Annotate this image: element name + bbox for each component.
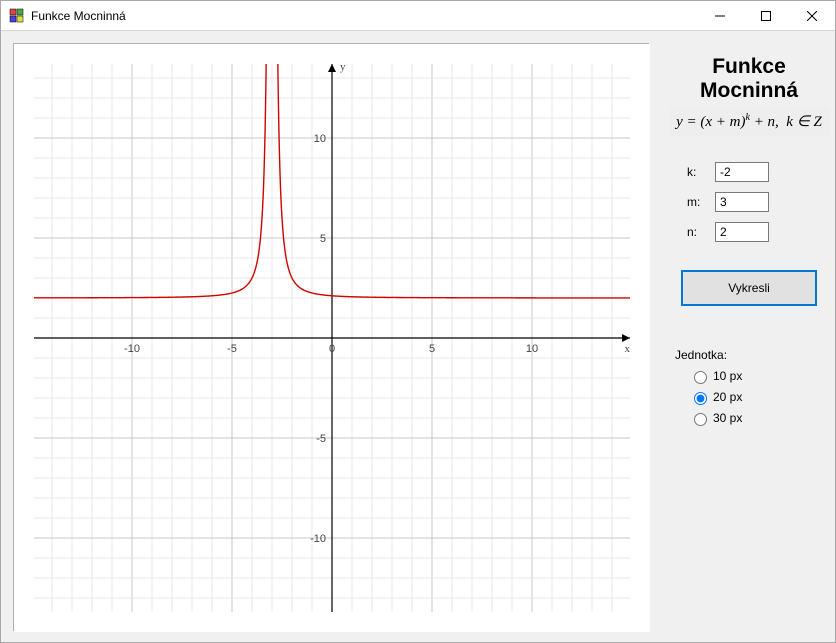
svg-text:x: x (625, 343, 631, 355)
unit-radio-10[interactable] (694, 371, 707, 384)
k-input[interactable] (715, 162, 769, 182)
client-area: -10 -5 0 5 10 -10 -5 5 10 x y Funkce Mocninná y = … (1, 31, 835, 642)
k-label: k: (687, 165, 715, 179)
unit-radio-20[interactable] (694, 392, 707, 405)
svg-text:y: y (340, 61, 346, 73)
minimize-button[interactable] (697, 1, 743, 30)
panel-heading: Funkce Mocninná (669, 55, 829, 103)
svg-text:10: 10 (526, 343, 538, 355)
unit-group: Jednotka: 10 px 20 px 30 px (669, 348, 829, 426)
n-input[interactable] (715, 222, 769, 242)
svg-text:-10: -10 (124, 343, 140, 355)
m-input[interactable] (715, 192, 769, 212)
window-title: Funkce Mocninná (31, 9, 697, 23)
app-window: Funkce Mocninná -10 -5 0 5 10 -10 -5 5 10 x y Funk… (0, 0, 836, 643)
chart-container: -10 -5 0 5 10 -10 -5 5 10 x y (1, 31, 661, 642)
param-row-n: n: (669, 222, 829, 242)
unit-legend: Jednotka: (675, 348, 829, 362)
function-plot: -10 -5 0 5 10 -10 -5 5 10 x y (14, 44, 650, 632)
chart-frame: -10 -5 0 5 10 -10 -5 5 10 x y (13, 43, 649, 631)
maximize-button[interactable] (743, 1, 789, 30)
param-row-k: k: (669, 162, 829, 182)
m-label: m: (687, 195, 715, 209)
param-row-m: m: (669, 192, 829, 212)
formula-display: y = (x + m)k + n, k ∈ Z (669, 107, 829, 136)
svg-text:-5: -5 (316, 433, 326, 445)
draw-button[interactable]: Vykresli (681, 270, 817, 306)
svg-text:10: 10 (314, 133, 326, 145)
unit-label-30: 30 px (713, 411, 742, 425)
n-label: n: (687, 225, 715, 239)
svg-text:-5: -5 (227, 343, 237, 355)
svg-text:0: 0 (329, 343, 335, 355)
control-panel: Funkce Mocninná y = (x + m)k + n, k ∈ Z … (661, 31, 836, 642)
window-controls (697, 1, 835, 30)
unit-option-30[interactable]: 30 px (675, 410, 829, 426)
unit-option-10[interactable]: 10 px (675, 368, 829, 384)
unit-option-20[interactable]: 20 px (675, 389, 829, 405)
unit-label-20: 20 px (713, 390, 742, 404)
titlebar: Funkce Mocninná (1, 1, 835, 31)
svg-text:-10: -10 (310, 533, 326, 545)
unit-radio-30[interactable] (694, 413, 707, 426)
close-button[interactable] (789, 1, 835, 30)
app-icon (9, 8, 25, 24)
svg-text:5: 5 (429, 343, 435, 355)
svg-text:5: 5 (320, 233, 326, 245)
unit-label-10: 10 px (713, 369, 742, 383)
